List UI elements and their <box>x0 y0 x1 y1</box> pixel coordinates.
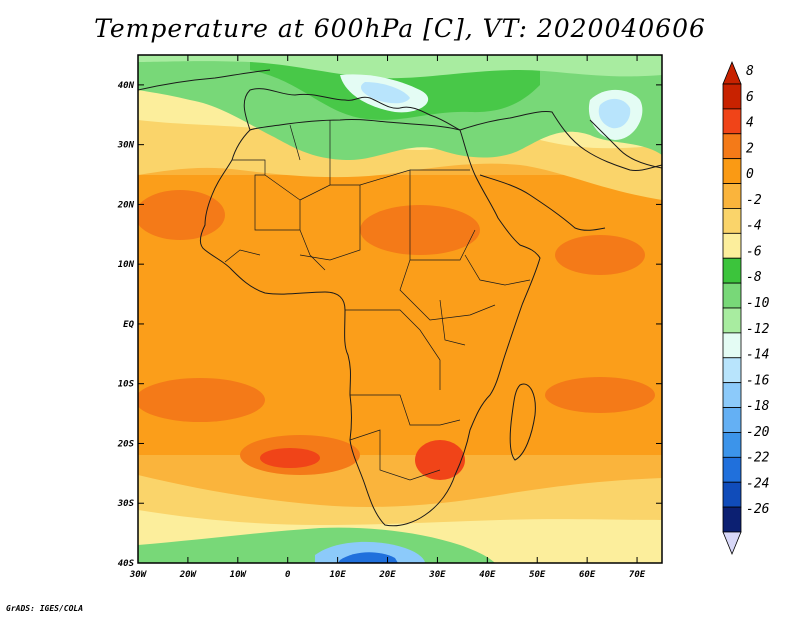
lat-tick-label: 20S <box>117 439 135 449</box>
lat-tick-label: 40N <box>118 81 135 91</box>
field-cold-med-core <box>360 82 410 104</box>
lon-tick-label: 20E <box>378 570 396 580</box>
colorbar-bottom-arrow <box>722 531 742 556</box>
lon-tick-label: 0 <box>285 570 291 580</box>
warm-cell-arabian-sea <box>555 235 645 275</box>
lat-tick-label: 10S <box>118 380 135 390</box>
colorbar-label: 0 <box>746 167 754 182</box>
warm-cell-southeast-africa <box>415 440 465 480</box>
colorbar-label: -4 <box>746 219 762 234</box>
colorbar-segment <box>722 232 742 259</box>
lat-axis: 40N 30N 20N 10N EQ 10S 20S 30S 40S <box>117 81 662 569</box>
colorbar-label: -20 <box>746 425 770 440</box>
lon-tick-label: 30E <box>428 570 446 580</box>
coastlines <box>138 69 662 527</box>
colorbar-segment <box>722 307 742 334</box>
colorbar-segment <box>722 481 742 508</box>
colorbar-label: -24 <box>746 476 769 491</box>
warm-cell-atlantic-south <box>138 378 265 422</box>
lat-tick-label: 40S <box>118 559 135 569</box>
colorbar-segment <box>722 382 742 408</box>
colorbar-label: -10 <box>746 296 770 311</box>
warm-cell-sahara <box>360 205 480 255</box>
lon-axis: 30W 20W 10W 0 10E 20E 30E 40E 50E 60E 70E <box>129 55 646 580</box>
lat-tick-label: 30S <box>117 499 135 509</box>
colorbar-segment <box>722 432 742 458</box>
colorbar-segment <box>722 407 742 433</box>
colorbar: 8 6 4 2 0 -2 -4 -6 -8 -10 -12 -14 -16 -18 -20 -22 -24 -26 <box>722 60 770 556</box>
colorbar-segment <box>722 332 742 359</box>
colorbar-label: 2 <box>746 141 754 156</box>
colorbar-segment <box>722 456 742 483</box>
colorbar-label: 6 <box>746 90 754 105</box>
colorbar-segment <box>722 133 742 160</box>
lon-tick-label: 50E <box>529 570 546 580</box>
field-cold-east-core <box>598 98 631 129</box>
field-lightgreen-north <box>138 55 662 79</box>
lon-tick-label: 40E <box>479 570 496 580</box>
lon-tick-label: 10E <box>329 570 346 580</box>
colorbar-label: -2 <box>746 193 762 208</box>
colorbar-segment <box>722 506 742 533</box>
grads-credit: GrADS: IGES/COLA <box>6 604 84 613</box>
lon-tick-label: 10W <box>230 570 248 580</box>
colorbar-label: 8 <box>746 64 754 79</box>
colorbar-segment <box>722 158 742 184</box>
warm-cell-atlantic-north <box>138 190 225 240</box>
colorbar-segment <box>722 257 742 284</box>
colorbar-label: -14 <box>746 348 769 363</box>
lat-tick-label: EQ <box>123 320 134 330</box>
warm-cell-indian-ocean <box>545 377 655 413</box>
lon-tick-label: 70E <box>629 570 646 580</box>
lon-tick-label: 20W <box>179 570 198 580</box>
colorbar-label: -22 <box>746 451 770 466</box>
chart-title: Temperature at 600hPa [C], VT: 202004060… <box>94 14 706 43</box>
colorbar-segment <box>722 282 742 309</box>
colorbar-segment <box>722 208 742 234</box>
country-borders <box>224 120 531 481</box>
colorbar-label: -18 <box>746 399 770 414</box>
colorbar-label: -16 <box>746 373 770 388</box>
colorbar-segment <box>722 357 742 384</box>
colorbar-label: -6 <box>746 244 762 259</box>
map-frame <box>137 54 663 564</box>
colorbar-label: -8 <box>746 270 762 285</box>
lat-tick-label: 10N <box>118 260 135 270</box>
colorbar-label: -26 <box>746 502 770 517</box>
field-cold-south-core <box>338 552 398 563</box>
colorbar-top-arrow <box>722 60 742 85</box>
lat-tick-label: 20N <box>117 200 135 210</box>
lon-tick-label: 60E <box>579 570 596 580</box>
hot-cell-south-atlantic <box>260 448 320 468</box>
lat-tick-label: 30N <box>117 141 135 151</box>
colorbar-label: 4 <box>746 116 754 131</box>
lon-tick-label: 30W <box>129 570 148 580</box>
colorbar-segment <box>722 108 742 135</box>
colorbar-segment <box>722 183 742 209</box>
colorbar-label: -12 <box>746 322 770 337</box>
colorbar-segment <box>722 83 742 110</box>
